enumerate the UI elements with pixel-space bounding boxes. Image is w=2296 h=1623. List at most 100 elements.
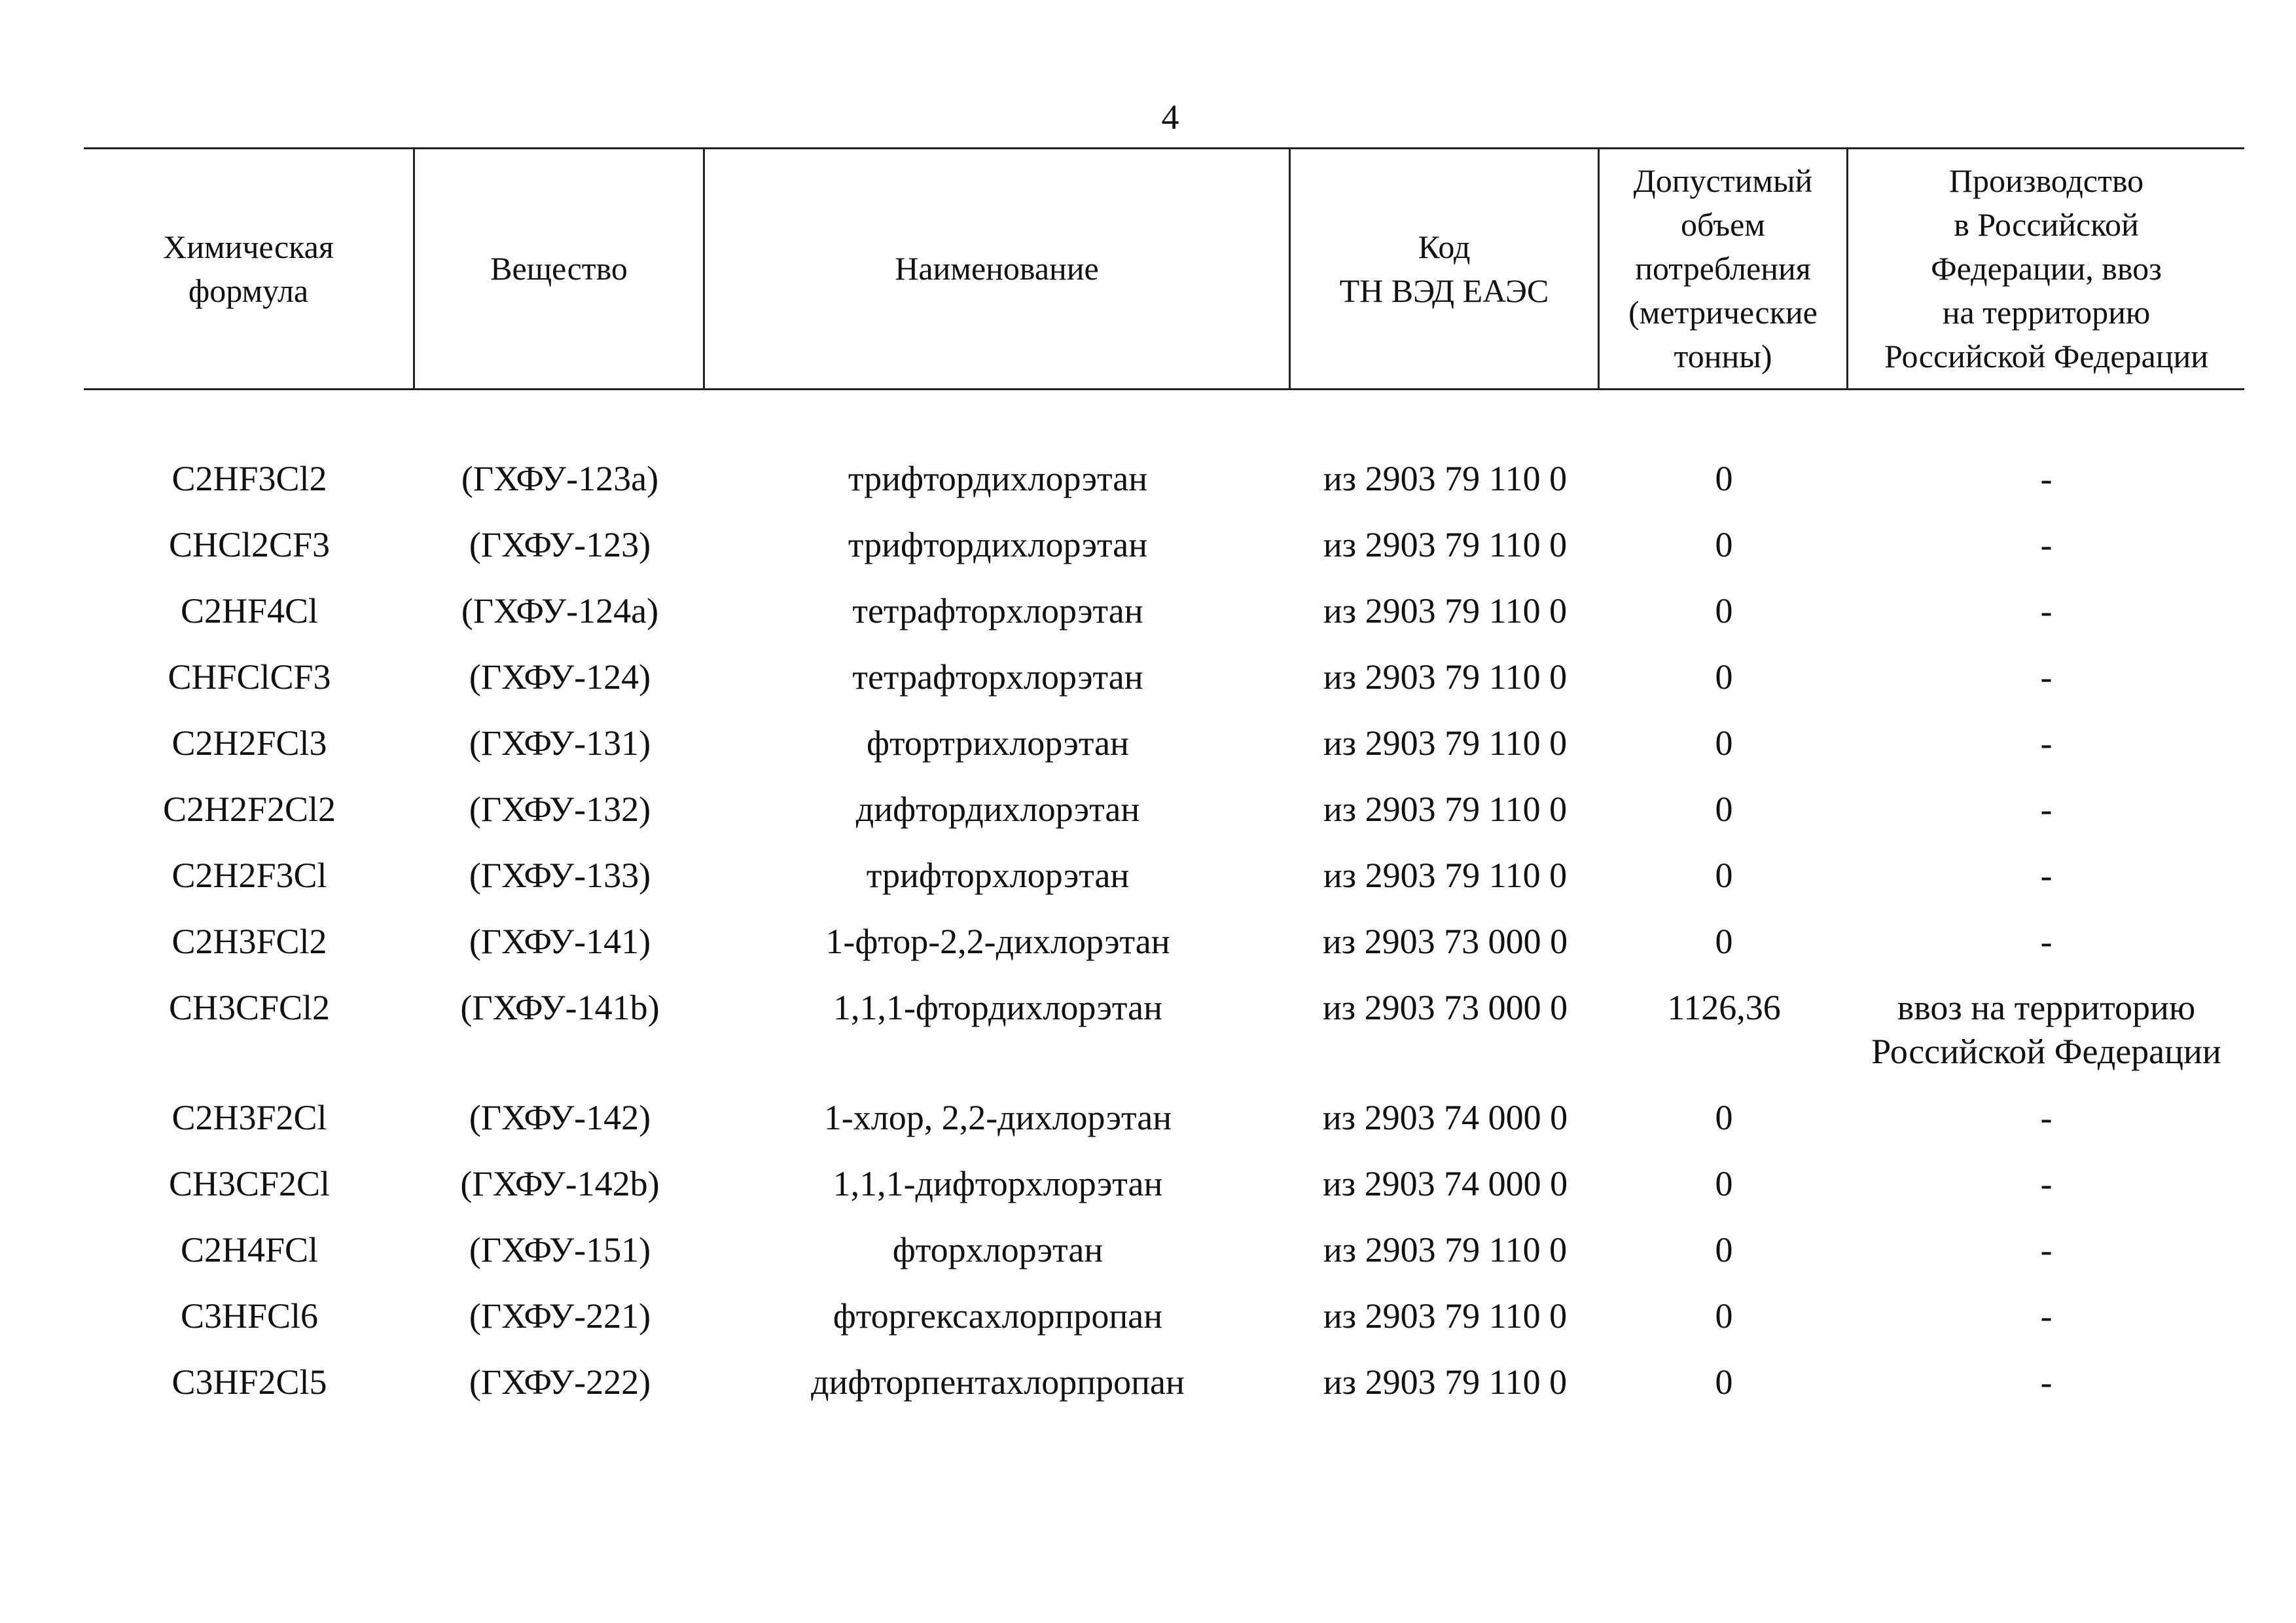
table-row: C2H2FCl3 (ГХФУ-131) фтортрихлорэтан из 2903…	[84, 710, 2244, 776]
table-cell: (ГХФУ-123a)	[461, 459, 659, 498]
table-cell: (ГХФУ-222)	[469, 1362, 651, 1402]
table-cell: CH3CF2Cl	[168, 1164, 331, 1203]
header-line: на территорию	[1942, 294, 2151, 331]
table-row: CH3CFCl2 (ГХФУ-141b) 1,1,1-фтордихлорэтан и…	[84, 975, 2244, 1085]
table-row: C2H3FCl2 (ГХФУ-141) 1-фтор-2,2-дихлорэтан и…	[84, 909, 2244, 975]
table-cell: CHCl2CF3	[168, 525, 331, 564]
table-cell: из 2903 79 110 0	[1323, 856, 1568, 895]
table-cell: C3HFCl6	[180, 1296, 319, 1336]
table-cell: -	[2040, 657, 2053, 697]
table-cell: дифторпентахлорпропан	[811, 1362, 1185, 1402]
table-cell: (ГХФУ-151)	[469, 1230, 651, 1269]
table-row: C2H4FCl (ГХФУ-151) фторхлорэтан из 2903 79 …	[84, 1217, 2244, 1283]
table-cell: C3HF2Cl5	[171, 1362, 327, 1402]
page-number: 4	[1161, 98, 1179, 137]
table-cell: 0	[1715, 459, 1733, 498]
table-cell: ввоз на территорию Российской Федерации	[1871, 988, 2221, 1071]
header-cell: Вещество	[415, 149, 705, 388]
table-cell: -	[2040, 1230, 2053, 1269]
table-cell: 0	[1715, 790, 1733, 829]
table-row: CHCl2CF3 (ГХФУ-123) трифтордихлорэтан из 29…	[84, 512, 2244, 578]
table-cell: из 2903 79 110 0	[1323, 525, 1568, 564]
table-cell: 1-хлор, 2,2-дихлорэтан	[823, 1098, 1172, 1137]
header-line: формула	[188, 272, 309, 309]
table-cell: 0	[1715, 1362, 1733, 1402]
table-cell: 0	[1715, 1296, 1733, 1336]
table-cell: тетрафторхлорэтан	[852, 657, 1143, 697]
header-line: (метрические	[1628, 294, 1818, 331]
header-line: Код	[1418, 228, 1471, 265]
table-cell: C2H4FCl	[180, 1230, 319, 1269]
header-line: Допустимый	[1633, 162, 1813, 199]
table-cell: фтортрихлорэтан	[867, 723, 1129, 763]
table-row: C2H3F2Cl (ГХФУ-142) 1-хлор, 2,2-дихлорэтан…	[84, 1085, 2244, 1151]
table-cell: 1-фтор-2,2-дихлорэтан	[825, 922, 1170, 961]
table-row: CH3CF2Cl (ГХФУ-142b) 1,1,1-дифторхлорэтан и…	[84, 1151, 2244, 1217]
table-cell: 0	[1715, 1098, 1733, 1137]
header-line: Химическая	[163, 228, 334, 265]
table-cell: из 2903 73 000 0	[1322, 922, 1568, 961]
table-cell: (ГХФУ-124)	[469, 657, 651, 697]
table-cell: (ГХФУ-221)	[469, 1296, 651, 1336]
table-row: CHFClCF3 (ГХФУ-124) тетрафторхлорэтан из 29…	[84, 644, 2244, 710]
table-cell: тетрафторхлорэтан	[852, 591, 1143, 630]
table-row: C2H2F3Cl (ГХФУ-133) трифторхлорэтан из 2903…	[84, 843, 2244, 909]
table-cell: CHFClCF3	[168, 657, 331, 697]
table-cell: фторхлорэтан	[892, 1230, 1103, 1269]
table-row: C3HFCl6 (ГХФУ-221) фторгексахлорпропан из 2…	[84, 1283, 2244, 1349]
table-cell: из 2903 79 110 0	[1323, 657, 1568, 697]
table-body: C2HF3Cl2 (ГХФУ-123a) трифтордихлорэтан из 2…	[84, 446, 2244, 1415]
header-cell: Код ТН ВЭД ЕАЭС	[1291, 149, 1600, 388]
table-cell: трифтордихлорэтан	[848, 525, 1148, 564]
table-cell: 0	[1715, 922, 1733, 961]
table-cell: -	[2040, 591, 2053, 630]
table-cell: трифторхлорэтан	[866, 856, 1130, 895]
table-cell: 0	[1715, 856, 1733, 895]
table-cell: C2HF3Cl2	[171, 459, 327, 498]
table-cell: (ГХФУ-142b)	[460, 1164, 660, 1203]
header-cell: Производство в Российской Федерации, ввоз н…	[1848, 149, 2244, 388]
table-cell: -	[2040, 459, 2053, 498]
table-cell: из 2903 79 110 0	[1323, 790, 1568, 829]
table-cell: 0	[1715, 1230, 1733, 1269]
table-cell: CH3CFCl2	[168, 988, 331, 1027]
table-cell: -	[2040, 856, 2053, 895]
header-line: Наименование	[895, 250, 1099, 287]
table-row: C2H2F2Cl2 (ГХФУ-132) дифтордихлорэтан из 29…	[84, 776, 2244, 843]
header-line: Вещество	[490, 250, 628, 287]
table-cell: из 2903 74 000 0	[1322, 1098, 1568, 1137]
table-cell: 1126,36	[1667, 988, 1781, 1027]
header-cell: Допустимый объем потребления (метрические то…	[1600, 149, 1848, 388]
table-cell: фторгексахлорпропан	[833, 1296, 1163, 1336]
table-cell: 1,1,1-фтордихлорэтан	[833, 988, 1163, 1027]
table-cell: трифтордихлорэтан	[848, 459, 1148, 498]
table-cell: -	[2040, 1362, 2053, 1402]
header-line: объем	[1681, 206, 1765, 243]
header-line: ТН ВЭД ЕАЭС	[1339, 272, 1549, 309]
table-cell: (ГХФУ-132)	[469, 790, 651, 829]
table-cell: из 2903 79 110 0	[1323, 1362, 1568, 1402]
table-cell: C2H2F2Cl2	[162, 790, 336, 829]
table-cell: из 2903 79 110 0	[1323, 723, 1568, 763]
table-cell: из 2903 79 110 0	[1323, 1296, 1568, 1336]
table-cell: 1,1,1-дифторхлорэтан	[833, 1164, 1163, 1203]
table-cell: (ГХФУ-141)	[469, 922, 651, 961]
table-cell: из 2903 79 110 0	[1323, 1230, 1568, 1269]
header-cell: Химическая формула	[84, 149, 415, 388]
table-cell: C2H3F2Cl	[171, 1098, 327, 1137]
table-cell: из 2903 73 000 0	[1322, 988, 1568, 1027]
table-cell: C2H2F3Cl	[171, 856, 327, 895]
table-row: C2HF3Cl2 (ГХФУ-123a) трифтордихлорэтан из 2…	[84, 446, 2244, 512]
header-line: потребления	[1635, 250, 1811, 287]
table-cell: (ГХФУ-142)	[469, 1098, 651, 1137]
table-cell: -	[2040, 1098, 2053, 1137]
table-cell: (ГХФУ-133)	[469, 856, 651, 895]
header-line: в Российской	[1954, 206, 2139, 243]
table-cell: (ГХФУ-131)	[469, 723, 651, 763]
table-cell: из 2903 79 110 0	[1323, 591, 1568, 630]
header-line: Федерации, ввоз	[1931, 250, 2162, 287]
table-cell: -	[2040, 922, 2053, 961]
table-cell: (ГХФУ-123)	[469, 525, 651, 564]
table-row: C2HF4Cl (ГХФУ-124a) тетрафторхлорэтан из 29…	[84, 578, 2244, 644]
